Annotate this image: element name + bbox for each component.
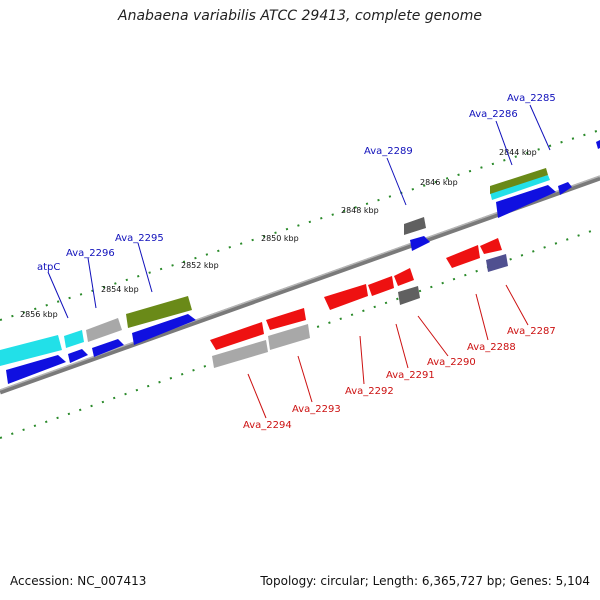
gene-ava-2296-gray[interactable]: [86, 318, 122, 342]
gene-forward-row: [0, 140, 600, 384]
gene-ava-2286-olive[interactable]: [490, 168, 548, 194]
tick-label-2852: 2852 kbp: [181, 261, 219, 270]
gene-ava-2286-blue[interactable]: [496, 185, 556, 218]
gene-ava-2295-blue[interactable]: [132, 314, 196, 345]
gene-atpc-cyan[interactable]: [64, 330, 84, 348]
gene-ava-2294-gray[interactable]: [212, 340, 268, 368]
gene-ava-2295-olive[interactable]: [126, 296, 192, 328]
tick-label-2846: 2846 kbp: [420, 178, 458, 187]
gene-ava-2291[interactable]: [368, 276, 394, 296]
tick-label-2850: 2850 kbp: [261, 234, 299, 243]
gene-label-ava-2294: Ava_2294: [243, 420, 292, 431]
gene-left-blue[interactable]: [6, 355, 66, 384]
gene-atpc-blue[interactable]: [68, 349, 88, 363]
gene-label-ava-2287: Ava_2287: [507, 326, 556, 337]
gene-ava-2286-cyan[interactable]: [490, 175, 550, 200]
gene-label-ava-2285: Ava_2285: [507, 93, 556, 104]
gene-reverse-row: [210, 238, 508, 368]
gene-ava-2290-gray[interactable]: [398, 286, 420, 305]
gene-ava-2289-blue[interactable]: [410, 236, 430, 251]
gene-ava-2287-slate[interactable]: [486, 254, 508, 272]
gene-ava-2296-blue[interactable]: [92, 339, 124, 357]
gene-ava-2293-red[interactable]: [266, 308, 306, 330]
tick-label-2844: 2844 kbp: [499, 148, 537, 157]
gene-ava-2290-red[interactable]: [394, 268, 414, 286]
gene-label-ava-2296: Ava_2296: [66, 248, 115, 259]
tick-label-2856: 2856 kbp: [20, 310, 58, 319]
accession-text: Accession: NC_007413: [10, 574, 147, 588]
gene-label-ava-2293: Ava_2293: [292, 404, 341, 415]
gene-label-ava-2288: Ava_2288: [467, 342, 516, 353]
gene-label-ava-2292: Ava_2292: [345, 386, 394, 397]
gene-ava-2292[interactable]: [324, 284, 368, 310]
tick-label-2854: 2854 kbp: [101, 285, 139, 294]
gene-label-ava-2290: Ava_2290: [427, 357, 476, 368]
gene-label-atpc: atpC: [37, 262, 60, 273]
page-title: Anabaena variabilis ATCC 29413, complete…: [118, 8, 482, 24]
gene-ava-2294-red[interactable]: [210, 322, 264, 350]
reverse-leader-lines: [247, 284, 529, 419]
gene-label-ava-2286: Ava_2286: [469, 109, 518, 120]
gene-label-ava-2291: Ava_2291: [386, 370, 435, 381]
forward-leader-lines: [47, 104, 551, 319]
gene-label-ava-2295: Ava_2295: [115, 233, 164, 244]
tick-label-2848: 2848 kbp: [341, 206, 379, 215]
gene-ava-2287-red[interactable]: [480, 238, 502, 254]
gene-ava-2289-gray[interactable]: [404, 217, 426, 235]
gene-left-cyan[interactable]: [0, 335, 62, 366]
gene-ava-2288[interactable]: [446, 245, 480, 268]
gene-ava-2285[interactable]: [558, 182, 572, 195]
gene-label-ava-2289: Ava_2289: [364, 146, 413, 157]
gene-edge-blue[interactable]: [596, 140, 600, 149]
gene-ava-2293-gray[interactable]: [268, 324, 310, 350]
genome-summary-text: Topology: circular; Length: 6,365,727 bp…: [260, 574, 590, 588]
